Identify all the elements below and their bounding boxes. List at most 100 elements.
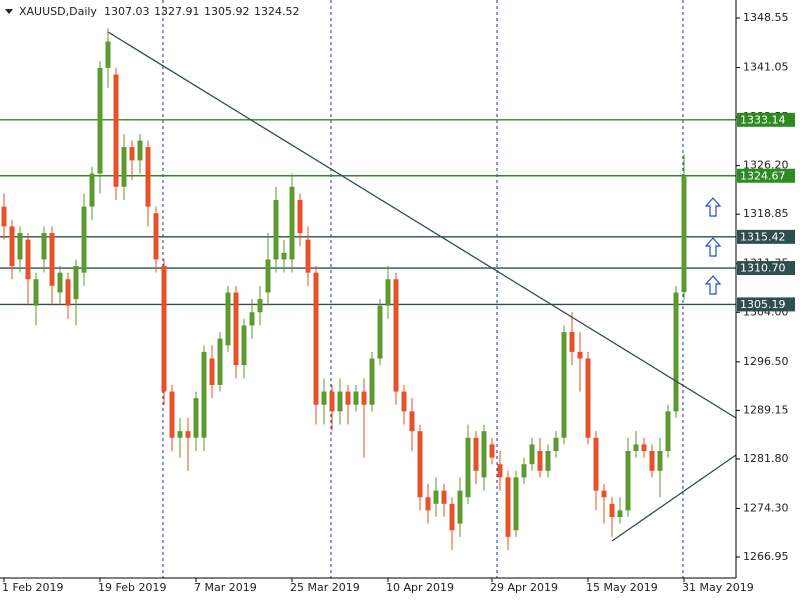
candle-body	[441, 490, 447, 504]
x-tick-label: 29 Apr 2019	[490, 581, 558, 594]
candle-body	[249, 312, 255, 326]
candle-body	[489, 444, 495, 458]
y-tick-label: 1266.95	[743, 550, 789, 563]
candle-body	[673, 292, 679, 412]
candle-body	[641, 444, 647, 451]
trendline	[611, 454, 737, 542]
candle-body	[497, 464, 503, 478]
candle-body	[633, 444, 639, 451]
candle-body	[617, 510, 623, 518]
candles	[1, 28, 687, 551]
x-tick-label: 10 Apr 2019	[386, 581, 454, 594]
header-icon	[5, 9, 13, 14]
level-label-box	[737, 112, 795, 127]
candle-body	[161, 266, 167, 392]
candle-body	[593, 437, 599, 491]
candle-body	[481, 431, 487, 478]
y-tick-label: 1289.15	[743, 403, 789, 416]
level-labels: 1333.14 1324.67 1315.42 1310.70 1305.19	[737, 112, 795, 312]
candle-body	[41, 233, 47, 260]
trendlines	[107, 31, 737, 542]
candle-body	[169, 391, 175, 438]
level-label-box	[737, 229, 795, 244]
candle-body	[321, 391, 327, 405]
candle-body	[649, 450, 655, 471]
arrows	[704, 197, 722, 295]
candle-body	[297, 199, 303, 234]
candle-body	[585, 358, 591, 438]
candle-body	[529, 444, 535, 465]
candle-body	[505, 477, 511, 537]
y-tick-label: 1326.20	[743, 159, 789, 172]
candle-body	[577, 351, 583, 359]
candle-body	[257, 299, 263, 313]
candle-body	[553, 437, 559, 451]
y-tick-label: 1274.30	[743, 501, 789, 514]
candle-body	[361, 391, 367, 405]
candle-body	[353, 391, 359, 405]
candle-body	[233, 292, 239, 366]
candle-body	[657, 450, 663, 471]
candle-body	[273, 199, 279, 260]
y-tick-label: 1296.50	[743, 355, 789, 368]
candle-body	[569, 332, 575, 352]
candle-body	[329, 391, 335, 412]
candle-body	[473, 437, 479, 471]
candle-body	[625, 450, 631, 511]
header-open: 1307.03	[104, 5, 150, 18]
candle-body	[393, 279, 399, 392]
candle-body	[25, 239, 31, 280]
up-arrow	[704, 275, 722, 295]
candle-body	[73, 266, 79, 300]
candle-body	[193, 398, 199, 438]
candle-body	[81, 206, 87, 273]
x-tick-label: 19 Feb 2019	[98, 581, 166, 594]
candle-body	[537, 450, 543, 471]
y-tick-label: 1318.85	[743, 207, 789, 220]
candle-body	[209, 358, 215, 385]
y-tick-label: 1281.80	[743, 452, 789, 465]
candle-body	[313, 272, 319, 405]
candle-body	[241, 325, 247, 366]
header-low: 1305.92	[204, 5, 250, 18]
candle-body	[17, 233, 23, 260]
candle-body	[225, 292, 231, 346]
up-arrow	[704, 237, 722, 257]
candle-body	[545, 450, 551, 471]
candle-body	[665, 411, 671, 451]
candle-body	[513, 477, 519, 531]
candle-body	[97, 67, 103, 174]
x-tick-label: 15 May 2019	[586, 581, 658, 594]
candle-body	[57, 272, 63, 293]
candle-body	[337, 391, 343, 412]
candle-body	[377, 305, 383, 359]
candle-body	[305, 239, 311, 273]
candle-body	[177, 431, 183, 438]
candle-body	[129, 147, 135, 161]
candle-body	[137, 140, 143, 161]
level-label: 1315.42	[740, 230, 786, 243]
level-label-box	[737, 261, 795, 276]
level-label: 1333.14	[740, 113, 786, 126]
candle-body	[113, 74, 119, 187]
up-arrow	[704, 197, 722, 217]
x-tick-label: 25 Mar 2019	[290, 581, 360, 594]
y-tick-label: 1341.05	[743, 61, 789, 74]
candle-body	[9, 226, 15, 267]
candle-body	[417, 431, 423, 498]
candle-body	[521, 464, 527, 478]
candle-body	[433, 490, 439, 504]
candle-body	[217, 338, 223, 385]
candle-body	[153, 213, 159, 260]
candle-body	[401, 391, 407, 412]
candle-body	[609, 503, 615, 518]
level-label-box	[737, 297, 795, 312]
candle-body	[681, 176, 687, 293]
candle-body	[105, 41, 111, 68]
candle-body	[49, 233, 55, 286]
header-title: XAUUSD,Daily	[19, 5, 97, 18]
candle-body	[121, 147, 127, 187]
trendline	[107, 31, 737, 419]
x-tick-label: 1 Feb 2019	[2, 581, 63, 594]
